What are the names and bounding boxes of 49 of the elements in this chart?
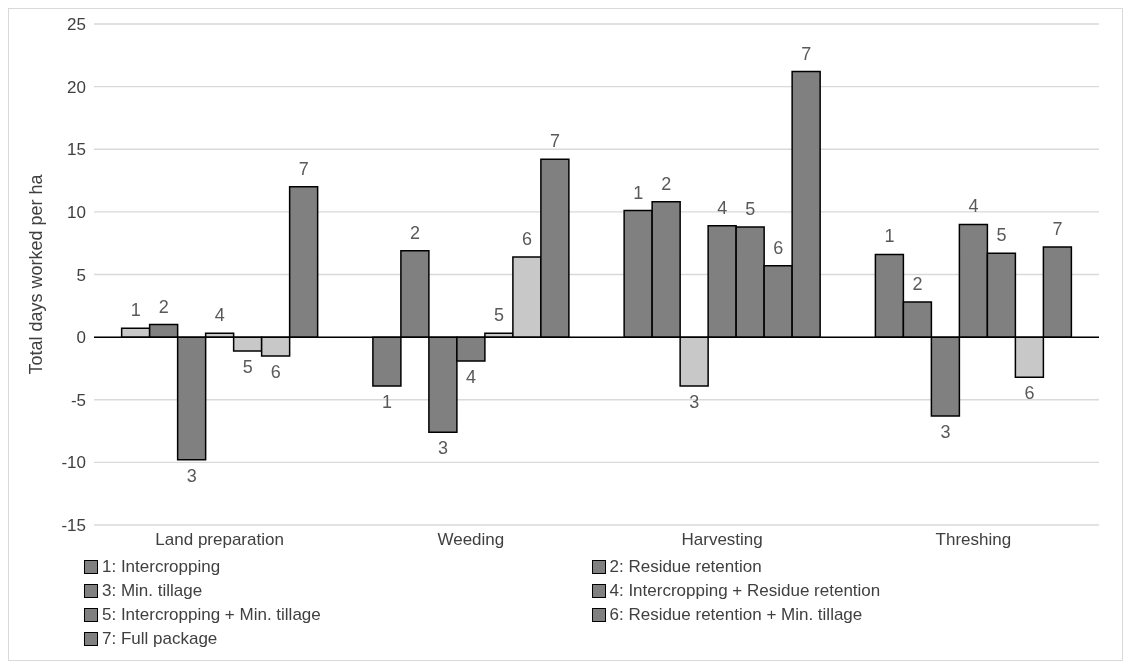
annotation: 2 [661,173,672,194]
annotation: 2 [158,296,169,317]
legend-label: 7: Full package [102,629,218,649]
annotation: 1 [633,182,644,203]
annotation: 5 [745,198,756,219]
annotation: 3 [940,422,951,443]
annotation: 6 [773,237,784,258]
y-tick-label: 5 [76,265,86,285]
x-tick-label: Threshing [935,530,1012,550]
annotation: 2 [409,222,420,243]
annotation: 5 [242,356,253,377]
x-tick-label: Harvesting [681,530,763,550]
annotation: 7 [801,43,812,64]
legend-label: 2: Residue retention [609,557,762,577]
legend-label: 1: Intercropping [102,557,221,577]
annotation: 3 [437,438,448,459]
legend-label: 6: Residue retention + Min. tillage [609,605,863,625]
x-tick-label: Land preparation [155,530,284,550]
legend-label: 3: Min. tillage [102,581,203,601]
annotation: 3 [186,465,197,486]
x-tick-label: Weeding [437,530,505,550]
annotation: 1 [884,226,895,247]
y-tick-label: -10 [61,453,86,473]
annotation: 2 [912,274,923,295]
annotation: 4 [968,196,979,217]
y-tick-label: -15 [61,516,86,536]
y-tick-label: -5 [70,390,86,410]
annotation: 7 [549,131,560,152]
annotation: 6 [270,361,281,382]
y-tick-label: 20 [67,77,86,97]
y-axis-title: Total days worked per ha [26,173,47,375]
legend-label: 5: Intercropping + Min. tillage [102,605,321,625]
y-tick-label: 25 [67,15,86,35]
annotation: 4 [465,366,476,387]
annotation: 5 [493,305,504,326]
annotation: 6 [521,228,532,249]
annotation: 3 [689,391,700,412]
y-tick-label: 0 [76,328,86,348]
annotation: 7 [298,158,309,179]
annotation: 5 [996,225,1007,246]
y-tick-label: 15 [67,140,86,160]
annotation: 4 [214,305,225,326]
annotation: 7 [1052,218,1063,239]
legend-label: 4: Intercropping + Residue retention [609,581,881,601]
y-tick-label: 10 [67,202,86,222]
annotation: 4 [717,197,728,218]
annotation: 6 [1024,383,1035,404]
annotation: 1 [130,300,141,321]
annotation: 1 [381,391,392,412]
